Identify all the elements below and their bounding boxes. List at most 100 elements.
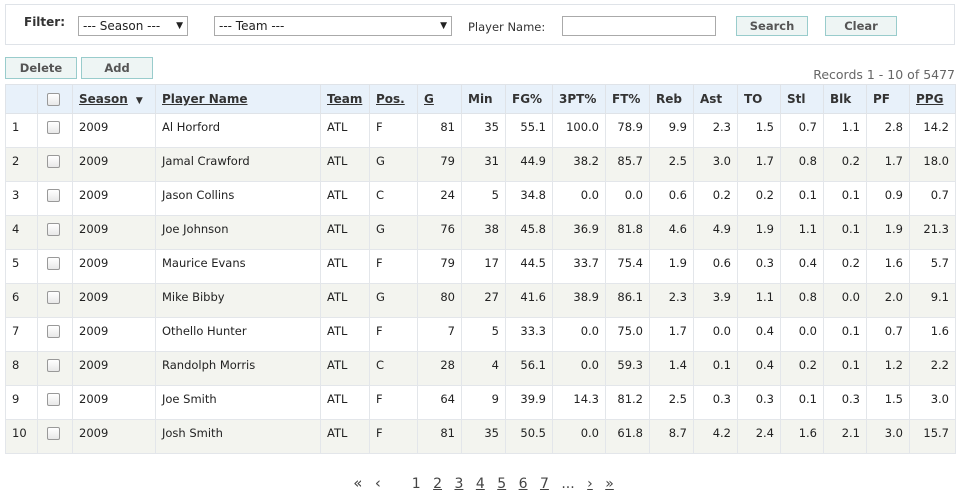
cell-stl: 0.2 (780, 351, 824, 386)
cell-blk: 1.1 (823, 113, 867, 148)
cell-g: 79 (417, 147, 462, 182)
row-checkbox[interactable] (47, 155, 60, 168)
cell-player-name: Joe Johnson (155, 215, 321, 250)
table-row[interactable]: 9 2009 Joe Smith ATL F 64 9 39.9 14.3 81.2 2.5 0.3 0… (5, 385, 956, 420)
page-link-1[interactable]: 1 (411, 476, 421, 492)
cell-blk: 2.1 (823, 419, 867, 454)
prev-page-icon[interactable]: ‹ (374, 474, 381, 492)
delete-button[interactable]: Delete (5, 57, 77, 79)
table-row[interactable]: 10 2009 Josh Smith ATL F 81 35 50.5 0.0 61.8 8.7 4.… (5, 419, 956, 454)
page-link-6[interactable]: 6 (518, 476, 528, 492)
table-row[interactable]: 5 2009 Maurice Evans ATL F 79 17 44.5 33.7 75.4 1.… (5, 249, 956, 284)
next-page-icon[interactable]: › (587, 476, 593, 492)
col-header-team[interactable]: Team (320, 84, 370, 114)
table-row[interactable]: 4 2009 Joe Johnson ATL G 76 38 45.8 36.9 81.8 4.6 4… (5, 215, 956, 250)
table-row[interactable]: 1 2009 Al Horford ATL F 81 35 55.1 100.0 78.9 9.9 2… (5, 113, 956, 148)
cell-to: 0.4 (737, 317, 781, 352)
cell-player-name: Al Horford (155, 113, 321, 148)
cell-blk: 0.1 (823, 215, 867, 250)
filter-bar: Filter: --- Season --- ▼ --- Team --- ▼ … (5, 4, 955, 45)
cell-ast: 4.9 (693, 215, 738, 250)
cell-ppg: 3.0 (909, 385, 956, 420)
col-header-player-name[interactable]: Player Name (155, 84, 321, 114)
col-header-g[interactable]: G (417, 84, 462, 114)
page-link-7[interactable]: 7 (539, 476, 549, 492)
search-button[interactable]: Search (736, 16, 808, 36)
cell-team: ATL (320, 215, 370, 250)
pagination-ellipsis: ... (561, 476, 575, 492)
cell-reb: 2.3 (649, 283, 694, 318)
table-row[interactable]: 3 2009 Jason Collins ATL C 24 5 34.8 0.0 0.0 0.6 0.… (5, 181, 956, 216)
cell-fg-pct: 55.1 (505, 113, 553, 148)
row-checkbox[interactable] (47, 223, 60, 236)
row-checkbox[interactable] (47, 325, 60, 338)
page-link-2[interactable]: 2 (433, 476, 443, 492)
cell-season: 2009 (72, 317, 156, 352)
cell-ast: 0.1 (693, 351, 738, 386)
row-checkbox[interactable] (47, 257, 60, 270)
cell-blk: 0.0 (823, 283, 867, 318)
row-checkbox[interactable] (47, 121, 60, 134)
cell-ft-pct: 75.0 (605, 317, 650, 352)
table-header-row: Season ▼ Player Name Team Pos. G Min FG% … (5, 84, 956, 114)
cell-reb: 9.9 (649, 113, 694, 148)
cell-ppg: 2.2 (909, 351, 956, 386)
cell-ft-pct: 61.8 (605, 419, 650, 454)
cell-season: 2009 (72, 249, 156, 284)
page-link-3[interactable]: 3 (454, 476, 464, 492)
col-header-season[interactable]: Season ▼ (72, 84, 156, 114)
cell-min: 35 (461, 113, 506, 148)
row-checkbox[interactable] (47, 393, 60, 406)
cell-3pt-pct: 36.9 (552, 215, 606, 250)
cell-pos: F (369, 385, 418, 420)
col-header-ppg[interactable]: PPG (909, 84, 956, 114)
cell-team: ATL (320, 317, 370, 352)
col-header-ft-pct: FT% (605, 84, 650, 114)
player-name-input[interactable] (562, 16, 716, 36)
row-checkbox[interactable] (47, 291, 60, 304)
col-header-pos[interactable]: Pos. (369, 84, 418, 114)
cell-player-name: Jason Collins (155, 181, 321, 216)
page-link-4[interactable]: 4 (475, 476, 485, 492)
table-row[interactable]: 6 2009 Mike Bibby ATL G 80 27 41.6 38.9 86.1 2.3 3.… (5, 283, 956, 318)
cell-min: 17 (461, 249, 506, 284)
table-row[interactable]: 7 2009 Othello Hunter ATL F 7 5 33.3 0.0 75.0 1.7 0… (5, 317, 956, 352)
cell-to: 0.3 (737, 249, 781, 284)
row-checkbox[interactable] (47, 189, 60, 202)
team-select[interactable]: --- Team --- ▼ (214, 16, 452, 36)
cell-to: 1.7 (737, 147, 781, 182)
filter-label: Filter: (24, 15, 66, 29)
cell-pos: G (369, 147, 418, 182)
cell-row-index: 1 (5, 113, 38, 148)
cell-season: 2009 (72, 113, 156, 148)
table-row[interactable]: 2 2009 Jamal Crawford ATL G 79 31 44.9 38.2 85.7 2… (5, 147, 956, 182)
cell-ast: 4.2 (693, 419, 738, 454)
cell-pf: 1.6 (866, 249, 910, 284)
cell-player-name: Othello Hunter (155, 317, 321, 352)
table-row[interactable]: 8 2009 Randolph Morris ATL C 28 4 56.1 0.0 59.3 1.… (5, 351, 956, 386)
cell-blk: 0.1 (823, 317, 867, 352)
cell-ft-pct: 78.9 (605, 113, 650, 148)
clear-button[interactable]: Clear (825, 16, 897, 36)
row-checkbox[interactable] (47, 427, 60, 440)
page-link-5[interactable]: 5 (497, 476, 507, 492)
cell-g: 24 (417, 181, 462, 216)
cell-fg-pct: 44.5 (505, 249, 553, 284)
cell-blk: 0.3 (823, 385, 867, 420)
cell-season: 2009 (72, 283, 156, 318)
cell-3pt-pct: 0.0 (552, 317, 606, 352)
cell-fg-pct: 45.8 (505, 215, 553, 250)
cell-season: 2009 (72, 181, 156, 216)
season-select[interactable]: --- Season --- ▼ (78, 16, 188, 36)
add-button[interactable]: Add (81, 57, 153, 79)
row-checkbox[interactable] (47, 359, 60, 372)
select-all-checkbox[interactable] (47, 93, 60, 106)
last-page-icon[interactable]: » (605, 476, 614, 492)
first-page-icon[interactable]: « (353, 474, 363, 492)
cell-row-select (37, 147, 73, 182)
cell-fg-pct: 44.9 (505, 147, 553, 182)
cell-pos: C (369, 351, 418, 386)
cell-reb: 4.6 (649, 215, 694, 250)
cell-blk: 0.1 (823, 351, 867, 386)
cell-g: 76 (417, 215, 462, 250)
